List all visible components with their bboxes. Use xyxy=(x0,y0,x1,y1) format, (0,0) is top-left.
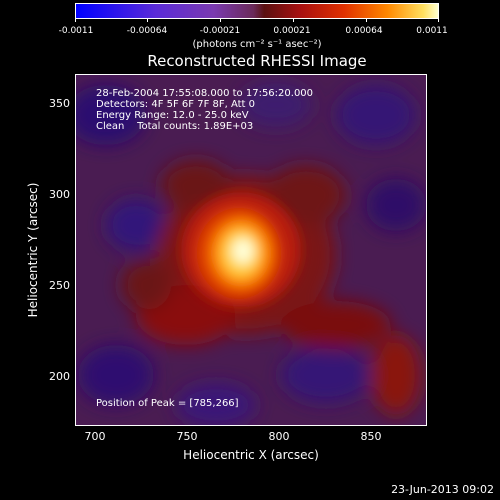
colorbar-tick-label: 0.0011 xyxy=(416,26,448,36)
image-title: Reconstructed RHESSI Image xyxy=(147,52,367,70)
y-tick-label: 250 xyxy=(49,279,70,292)
colorbar-tick-label: 0.00021 xyxy=(273,26,311,36)
clean-counts-label: Clean Total counts: 1.89E+03 xyxy=(96,121,254,132)
time-range-label: 28-Feb-2004 17:55:08.000 to 17:56:20.000 xyxy=(96,88,314,99)
energy-range-label: Energy Range: 12.0 - 25.0 keV xyxy=(96,110,249,121)
colorbar-tick-mark xyxy=(366,18,367,22)
colorbar-units: (photons cm⁻² s⁻¹ asec⁻²) xyxy=(192,39,322,50)
colorbar-tick-mark xyxy=(293,18,294,22)
peak-position-label: Position of Peak = [785,266] xyxy=(96,398,239,409)
x-axis-label: Heliocentric X (arcsec) xyxy=(183,448,319,462)
flux-image xyxy=(76,75,426,425)
colorbar-tick-label: 0.00064 xyxy=(345,26,383,36)
render-timestamp: 23-Jun-2013 09:02 xyxy=(391,483,494,496)
colorbar-tick-mark xyxy=(147,18,148,22)
colorbar xyxy=(75,3,439,19)
colorbar-tick-label: -0.00021 xyxy=(199,26,241,36)
detectors-label: Detectors: 4F 5F 6F 7F 8F, Att 0 xyxy=(96,99,256,110)
x-tick-label: 800 xyxy=(268,430,290,443)
colorbar-tick-mark xyxy=(438,18,439,22)
image-plot: 28-Feb-2004 17:55:08.000 to 17:56:20.000… xyxy=(75,74,427,426)
colorbar-tick-mark xyxy=(75,18,76,22)
y-axis-label: Heliocentric Y (arcsec) xyxy=(26,182,40,318)
x-tick-label: 750 xyxy=(176,430,198,443)
colorbar-tick-mark xyxy=(220,18,221,22)
x-tick-label: 850 xyxy=(360,430,382,443)
colorbar-tick-label: -0.0011 xyxy=(58,26,94,36)
y-tick-label: 300 xyxy=(49,188,70,201)
colorbar-tick-label: -0.00064 xyxy=(126,26,168,36)
x-tick-label: 700 xyxy=(84,430,106,443)
y-tick-label: 350 xyxy=(49,97,70,110)
y-tick-label: 200 xyxy=(49,370,70,383)
